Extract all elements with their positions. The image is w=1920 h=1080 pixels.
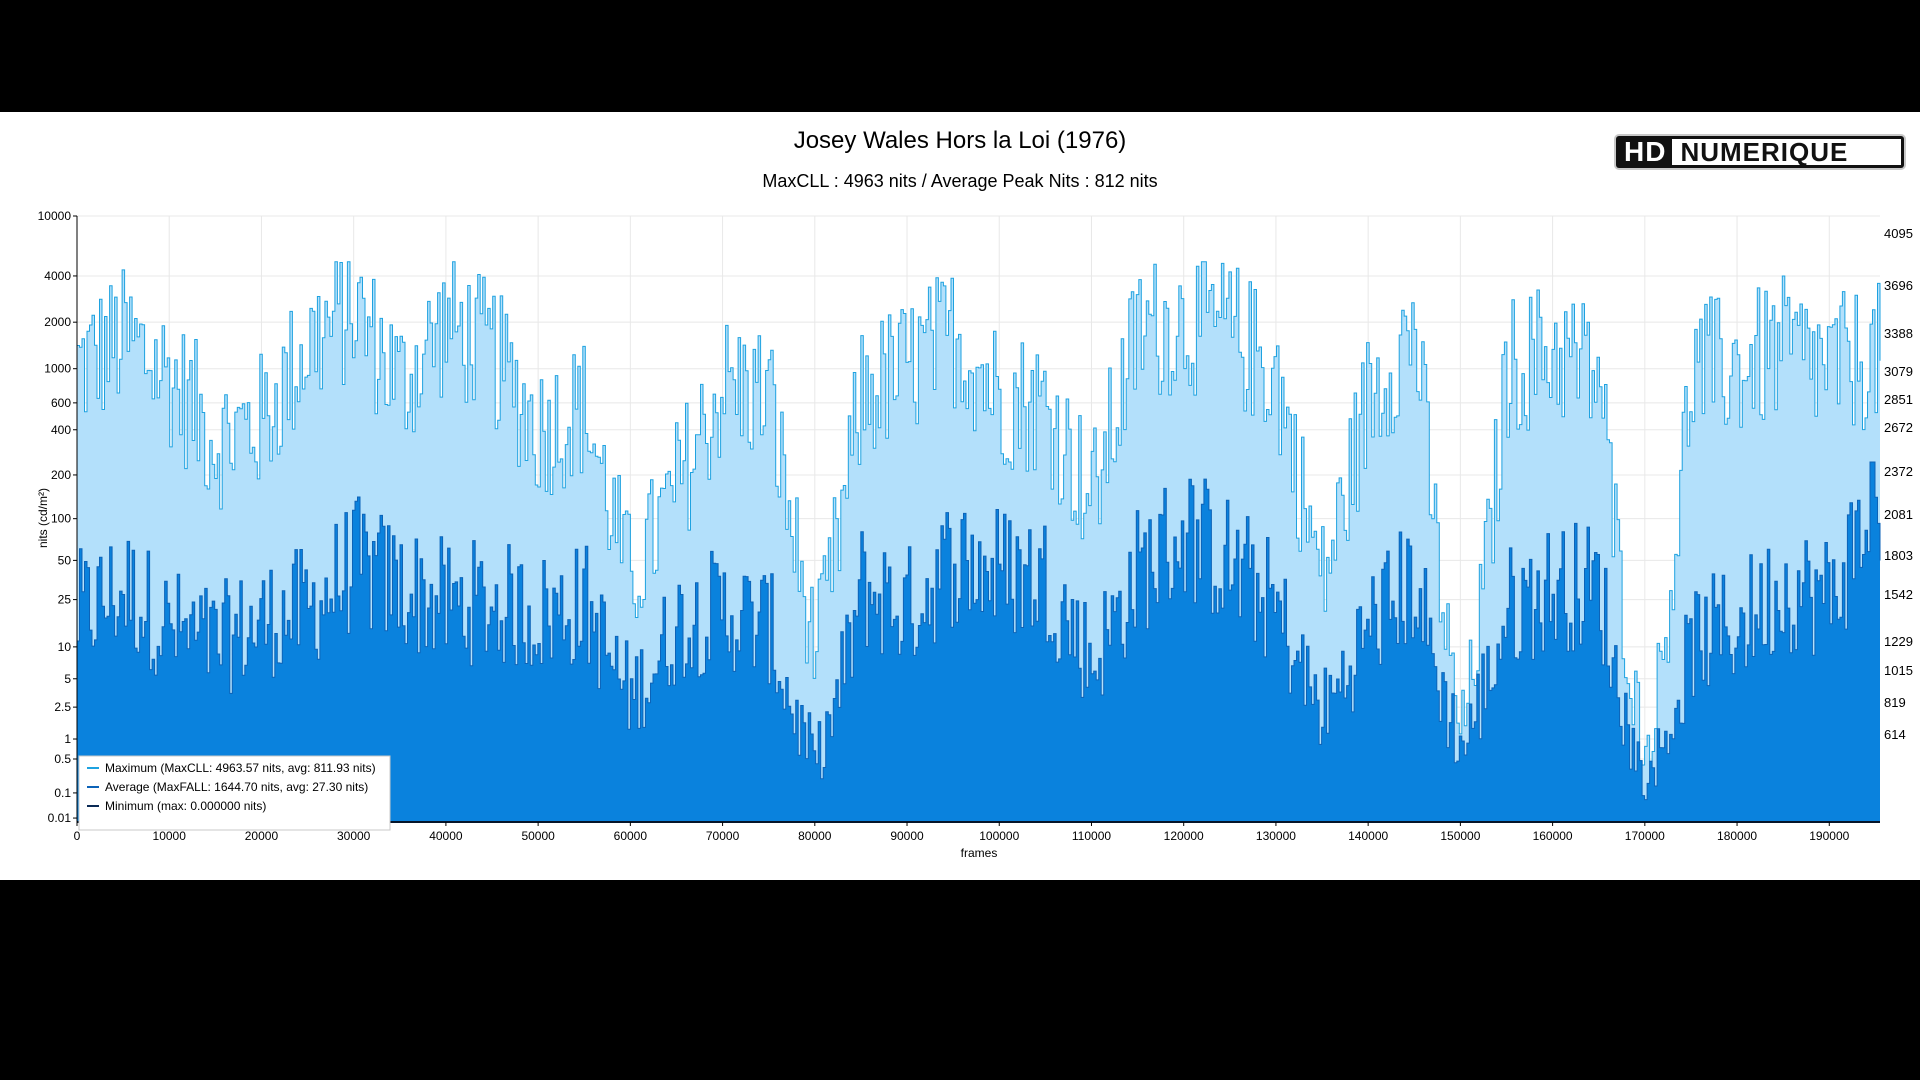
y-right-tick-label: 2372	[1884, 464, 1913, 479]
y-right-tick-label: 1015	[1884, 663, 1913, 678]
y-tick-label: 2000	[44, 315, 71, 329]
x-tick-label: 0	[74, 829, 81, 843]
chart: Josey Wales Hors la Loi (1976) MaxCLL : …	[36, 127, 1913, 860]
x-tick-label: 120000	[1164, 829, 1204, 843]
x-tick-label: 50000	[521, 829, 555, 843]
x-tick-label: 150000	[1440, 829, 1480, 843]
y-tick-label: 600	[51, 396, 71, 410]
y-right-tick-label: 3388	[1884, 326, 1913, 341]
series-maximum-line	[76, 261, 1881, 822]
y-tick-label: 200	[51, 468, 71, 482]
y-right-axis-ticks: 4095 3696 3388 3079 2851 2672 2372 2081 1803 1542…	[1884, 226, 1913, 742]
y-tick-label: 400	[51, 423, 71, 437]
y-tick-label: 5	[64, 672, 71, 686]
y-tick-label: 0.01	[48, 811, 72, 825]
x-tick-label: 130000	[1256, 829, 1296, 843]
y-right-tick-label: 3079	[1884, 364, 1913, 379]
y-axis-label: nits (cd/m²)	[36, 488, 50, 548]
y-tick-label: 10	[58, 640, 72, 654]
y-right-tick-label: 2672	[1884, 420, 1913, 435]
y-right-tick-label: 2081	[1884, 507, 1913, 522]
x-tick-label: 180000	[1717, 829, 1757, 843]
y-tick-label: 0.5	[54, 752, 71, 766]
chart-panel: Josey Wales Hors la Loi (1976) MaxCLL : …	[0, 112, 1920, 880]
x-tick-label: 100000	[979, 829, 1019, 843]
hd-numerique-logo: HD NUMERIQUE	[1616, 136, 1904, 168]
series-average-area	[77, 462, 1880, 822]
y-tick-label: 10000	[38, 209, 72, 223]
chart-title: Josey Wales Hors la Loi (1976)	[794, 127, 1127, 154]
legend: Maximum (MaxCLL: 4963.57 nits, avg: 811.…	[78, 755, 391, 831]
x-tick-label: 60000	[614, 829, 648, 843]
series-layer	[76, 261, 1881, 823]
y-tick-label: 1000	[44, 362, 71, 376]
y-tick-label: 4000	[44, 269, 71, 283]
y-right-tick-label: 1542	[1884, 587, 1913, 602]
y-tick-label: 0.1	[54, 786, 71, 800]
x-tick-label: 20000	[245, 829, 279, 843]
y-axis-ticks: 10000 4000 2000 1000 600 400 200 100 50 25 10 5 2.5 1…	[38, 209, 77, 825]
x-tick-label: 80000	[798, 829, 832, 843]
x-tick-label: 90000	[890, 829, 924, 843]
x-tick-label: 160000	[1533, 829, 1573, 843]
y-right-tick-label: 614	[1884, 727, 1906, 742]
legend-item-maximum: Maximum (MaxCLL: 4963.57 nits, avg: 811.…	[105, 761, 376, 775]
y-right-tick-label: 1803	[1884, 548, 1913, 563]
y-tick-label: 25	[58, 593, 72, 607]
y-tick-label: 1	[64, 732, 71, 746]
legend-item-average: Average (MaxFALL: 1644.70 nits, avg: 27.…	[105, 780, 368, 794]
logo-brand: NUMERIQUE	[1672, 139, 1901, 165]
legend-item-minimum: Minimum (max: 0.000000 nits)	[105, 799, 266, 813]
x-tick-label: 30000	[337, 829, 371, 843]
logo-hd: HD	[1624, 136, 1667, 167]
x-axis-ticks: 0 10000 20000 30000 40000 50000 60000 70000 8000…	[74, 822, 1850, 843]
y-tick-label: 100	[51, 512, 71, 526]
y-right-tick-label: 3696	[1884, 278, 1913, 293]
x-tick-label: 110000	[1072, 829, 1111, 843]
x-tick-label: 140000	[1348, 829, 1388, 843]
x-axis-label: frames	[961, 846, 998, 860]
y-right-tick-label: 4095	[1884, 226, 1913, 241]
x-tick-label: 170000	[1625, 829, 1665, 843]
legend-box	[78, 755, 391, 831]
x-tick-label: 10000	[153, 829, 187, 843]
chart-subtitle: MaxCLL : 4963 nits / Average Peak Nits :…	[762, 171, 1157, 191]
y-right-tick-label: 2851	[1884, 392, 1913, 407]
y-tick-label: 2.5	[54, 700, 71, 714]
y-tick-label: 50	[58, 553, 72, 567]
x-tick-label: 70000	[706, 829, 740, 843]
x-tick-label: 40000	[429, 829, 463, 843]
y-right-tick-label: 819	[1884, 695, 1906, 710]
y-right-tick-label: 1229	[1884, 634, 1913, 649]
series-average-line	[76, 461, 1881, 822]
x-tick-label: 190000	[1809, 829, 1849, 843]
